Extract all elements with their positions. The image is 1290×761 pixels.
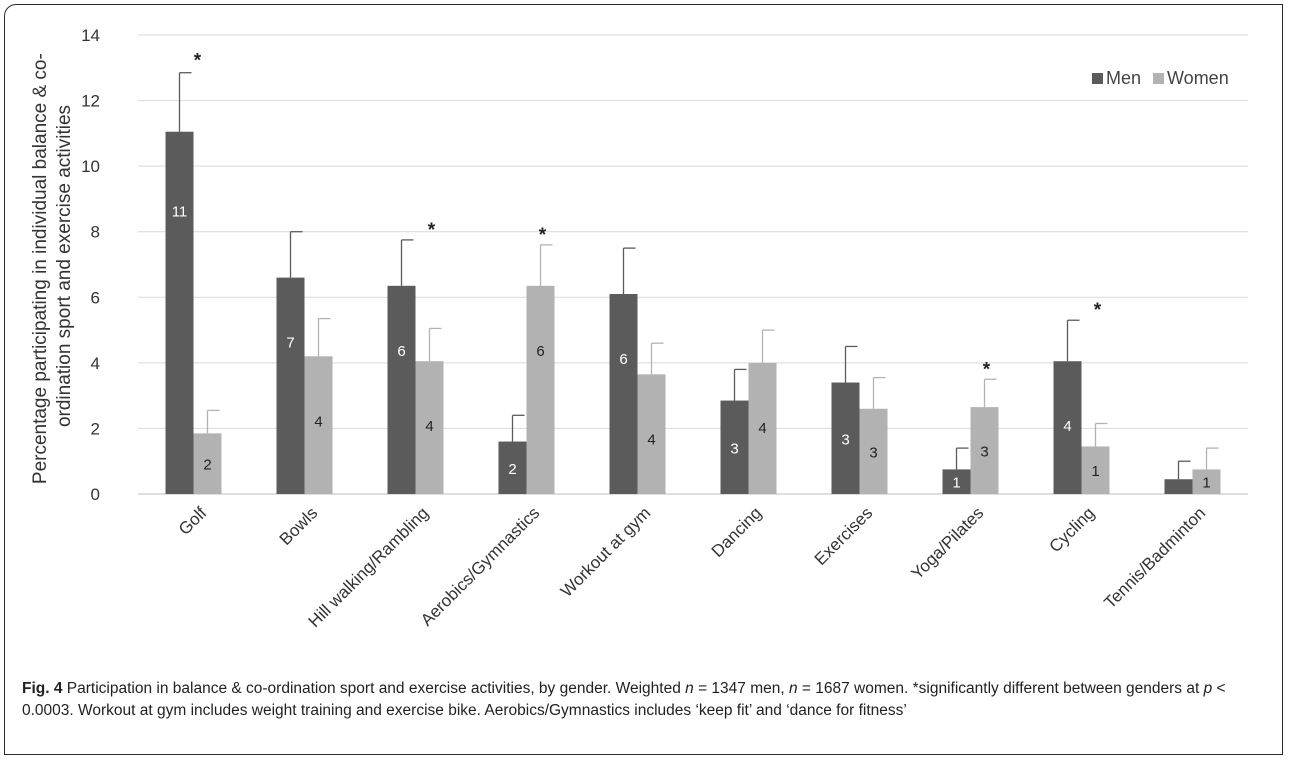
category-label-bowls: Bowls (276, 503, 322, 549)
bars (165, 131, 1221, 495)
bar-women-cycling (1081, 446, 1110, 494)
figure-caption: Fig. 4 Participation in balance & co-ord… (22, 678, 1277, 722)
bar-men-aerobics-gymnastics (498, 441, 527, 494)
bar-men-tennis-badminton (1164, 479, 1193, 494)
category-label-cycling: Cycling (1045, 503, 1098, 556)
bar-women-dancing (748, 362, 777, 494)
value-label-men-exercises: 3 (841, 431, 849, 448)
y-tick-label-8: 8 (91, 223, 100, 242)
value-label-women-exercises: 3 (869, 444, 877, 461)
bar-men-golf (165, 131, 194, 495)
value-label-men-workout-at-gym: 6 (619, 351, 627, 368)
value-label-men-bowls: 7 (286, 335, 294, 352)
bar-women-yoga-pilates (970, 407, 999, 494)
caption-p: p (1203, 680, 1213, 697)
significance-star-yoga-pilates: * (983, 359, 991, 380)
category-label-workout-at-gym: Workout at gym (557, 503, 654, 600)
y-axis-ticks: 0 2 4 6 8 10 12 14 (81, 26, 100, 504)
y-axis-label: Percentage participating in individual b… (30, 48, 75, 484)
figure-number: Fig. 4 (22, 680, 63, 697)
y-tick-label-14: 14 (81, 26, 100, 45)
y-tick-label-10: 10 (81, 157, 100, 176)
y-tick-label-2: 2 (91, 419, 100, 438)
bar-men-hill-walking-rambling (387, 285, 416, 494)
legend: Men Women (1092, 68, 1229, 88)
figure-frame (4, 4, 1283, 755)
category-label-tennis-badminton: Tennis/Badminton (1100, 503, 1209, 612)
legend-swatch-men (1092, 73, 1103, 84)
bar-men-workout-at-gym (609, 294, 638, 494)
bar-women-golf (193, 433, 222, 494)
category-label-yoga-pilates: Yoga/Pilates (908, 503, 988, 583)
category-label-dancing: Dancing (708, 503, 766, 561)
value-label-men-yoga-pilates: 1 (952, 475, 960, 492)
value-label-women-golf: 2 (203, 457, 211, 474)
legend-label-women: Women (1167, 68, 1229, 88)
legend-label-men: Men (1106, 68, 1141, 88)
y-axis-label-line-1: Percentage participating in individual b… (30, 53, 51, 484)
bar-men-bowls (276, 277, 305, 494)
value-label-men-cycling: 4 (1063, 418, 1071, 435)
bar-men-dancing (720, 400, 749, 494)
caption-text-d: < 0.0003. Workout at gym includes weight… (22, 680, 1226, 719)
significance-star-aerobics-gymnastics: * (539, 225, 547, 246)
caption-n-women: n (788, 680, 798, 697)
value-label-men-golf: 11 (172, 204, 188, 221)
category-label-aerobics-gymnastics: Aerobics/Gymnastics (417, 503, 543, 629)
value-label-women-hill-walking-rambling: 4 (425, 418, 433, 435)
significance-star-cycling: * (1094, 300, 1102, 321)
bar-men-cycling (1053, 361, 1082, 494)
bar-women-bowls (304, 356, 333, 494)
y-tick-label-12: 12 (81, 92, 100, 111)
value-label-women-aerobics-gymnastics: 6 (536, 343, 544, 360)
bar-women-tennis-badminton (1192, 469, 1221, 494)
bar-women-exercises (859, 408, 888, 494)
bar-men-exercises (831, 382, 860, 494)
value-label-women-tennis-badminton: 1 (1202, 475, 1210, 492)
y-tick-label-0: 0 (91, 485, 100, 504)
bar-women-hill-walking-rambling (415, 361, 444, 494)
bar-men-yoga-pilates (942, 469, 971, 494)
error-bars (178, 72, 1219, 480)
value-label-men-aerobics-gymnastics: 2 (508, 461, 516, 478)
caption-text-c: = 1687 women. *significantly different b… (797, 680, 1204, 697)
category-label-golf: Golf (175, 503, 211, 539)
y-tick-label-4: 4 (91, 354, 100, 373)
value-label-men-hill-walking-rambling: 6 (397, 343, 405, 360)
category-label-exercises: Exercises (811, 503, 877, 569)
value-label-women-cycling: 1 (1091, 463, 1099, 480)
bar-women-workout-at-gym (637, 374, 666, 494)
caption-text-a: Participation in balance & co-ordination… (62, 680, 686, 697)
value-label-women-dancing: 4 (758, 420, 766, 437)
value-label-women-workout-at-gym: 4 (647, 431, 655, 448)
bar-women-aerobics-gymnastics (526, 285, 555, 494)
value-label-men-dancing: 3 (730, 440, 738, 457)
significance-star-golf: * (194, 51, 202, 72)
significance-star-hill-walking-rambling: * (428, 220, 436, 241)
value-label-women-bowls: 4 (314, 413, 322, 430)
y-axis-label-line-2: ordination sport and exercise activities (54, 105, 75, 427)
y-tick-label-6: 6 (91, 288, 100, 307)
category-label-hill-walking-rambling: Hill walking/Rambling (305, 503, 433, 631)
caption-text-b: = 1347 men, (693, 680, 789, 697)
caption-n-men: n (685, 680, 694, 697)
significance-markers: * * * * * (194, 51, 1102, 381)
value-label-women-yoga-pilates: 3 (980, 444, 988, 461)
legend-swatch-women (1153, 73, 1165, 84)
